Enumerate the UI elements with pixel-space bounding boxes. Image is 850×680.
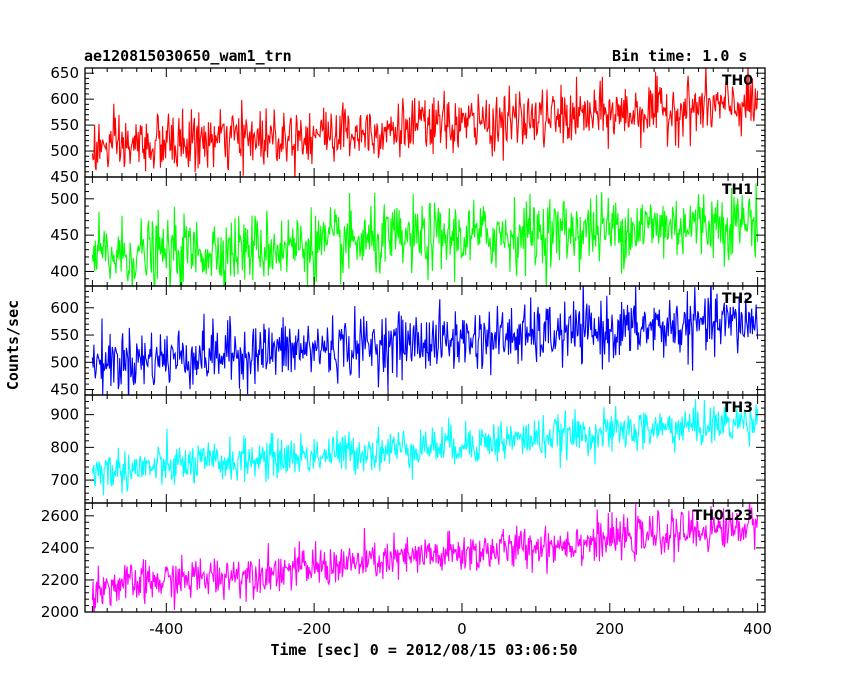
x-tick-label: -400 <box>149 620 183 638</box>
panel-th2: 450 500 550 600 TH2 <box>50 285 766 399</box>
y-tick-label: 2600 <box>41 507 79 525</box>
y-tick-label: 500 <box>50 142 79 160</box>
y-tick-label: 2000 <box>41 603 79 621</box>
series-line-th3 <box>91 398 759 496</box>
series-line-th2 <box>91 286 759 395</box>
x-tick-label: 0 <box>457 620 467 638</box>
x-tick-label: 400 <box>743 620 772 638</box>
y-axis-label: Counts/sec <box>4 300 22 390</box>
panel-name-th0123: TH0123 <box>693 508 753 524</box>
series-line-th1 <box>91 183 759 286</box>
y-tick-label: 550 <box>50 326 79 344</box>
series-line-th0123 <box>91 503 759 612</box>
panel-name-th3: TH3 <box>722 400 753 416</box>
y-tick-label: 800 <box>50 438 79 456</box>
panel-th0: 450 500 550 600 650 TH0 <box>50 64 766 186</box>
y-tick-label: 2400 <box>41 539 79 557</box>
y-tick-label: 450 <box>50 168 79 186</box>
x-tick-label: 200 <box>595 620 624 638</box>
y-tick-label: 400 <box>50 262 79 280</box>
panel-frame <box>84 502 766 613</box>
y-tick-label: 650 <box>50 64 79 82</box>
panel-th3: 700 800 900 TH3 <box>50 394 766 504</box>
panel-name-th0: TH0 <box>722 73 753 89</box>
panel-th1: 400 450 500 TH1 <box>50 176 766 287</box>
y-tick-label: 500 <box>50 190 79 208</box>
panel-th0123: 2000 2200 2400 2600 TH0123 <box>41 502 766 621</box>
y-tick-label: 550 <box>50 116 79 134</box>
panels-group: 450 500 550 600 650 TH0 400 450 500 TH1 450 500 550 6… <box>41 64 772 638</box>
y-tick-label: 600 <box>50 299 79 317</box>
chart-title: ae120815030650_wam1_trn <box>84 47 292 65</box>
x-tick-label: -200 <box>297 620 331 638</box>
y-tick-label: 900 <box>50 406 79 424</box>
y-tick-label: 450 <box>50 381 79 399</box>
panel-name-th2: TH2 <box>722 291 753 307</box>
y-tick-label: 700 <box>50 471 79 489</box>
y-tick-label: 500 <box>50 353 79 371</box>
series-line-th0 <box>91 68 759 177</box>
y-tick-label: 2200 <box>41 571 79 589</box>
y-tick-label: 600 <box>50 90 79 108</box>
y-tick-label: 450 <box>50 226 79 244</box>
bin-time-label: Bin time: 1.0 s <box>612 47 748 65</box>
x-axis-label: Time [sec] 0 = 2012/08/15 03:06:50 <box>270 641 577 659</box>
panel-name-th1: TH1 <box>722 182 753 198</box>
